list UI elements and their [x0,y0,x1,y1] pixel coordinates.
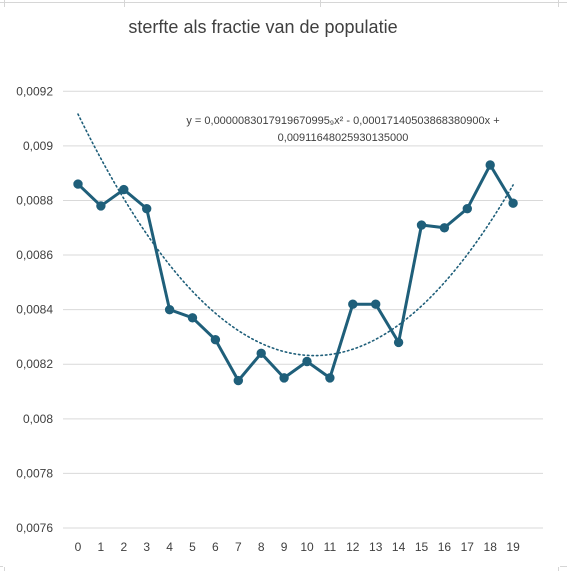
x-tick-label: 5 [189,540,196,554]
x-tick-label: 11 [324,540,337,554]
trendline-equation: 0,00911648025930135000 [278,132,409,144]
data-point [256,348,266,359]
y-tick-label: 0,008 [23,412,53,426]
x-tick-label: 1 [98,540,105,554]
x-tick-label: 13 [369,540,383,554]
data-point [348,299,358,309]
data-point [210,334,221,345]
x-tick-label: 2 [120,540,127,554]
data-point [508,198,518,208]
data-point [416,220,427,230]
x-tick-label: 0 [75,540,82,554]
y-tick-label: 0,0078 [16,466,53,480]
x-tick-label: 9 [281,540,288,554]
chart-plot: 0,0076 0,0078 0,008 0,0082 0,0084 0,0086 0,008… [16,84,543,554]
data-point [485,160,495,170]
trendline-equation: y = 0,0000083017919670995₉x² - 0,0001714… [186,115,499,127]
data-point [462,203,472,214]
data-point [371,299,381,309]
x-tick-label: 12 [346,540,360,554]
y-tick-label: 0,0076 [16,521,53,535]
y-tick-label: 0,0086 [16,248,53,262]
data-point [96,201,106,211]
x-tick-label: 18 [484,540,498,554]
chart-area[interactable]: sterfte als fractie van de populatie 0,0… [3,7,560,567]
data-point [119,184,129,195]
data-point [393,337,404,348]
data-point [302,356,312,367]
sheet-gridline [124,0,125,8]
series-line [76,163,515,383]
sheet-gridline [320,0,321,8]
x-tick-label: 8 [258,540,265,554]
trendline [77,113,514,357]
y-tick-label: 0,009 [23,139,53,153]
y-tick-label: 0,0092 [16,84,53,98]
chart-title: sterfte als fractie van de populatie [128,17,398,37]
x-tick-label: 15 [415,540,429,554]
data-point [164,304,175,315]
data-point [439,223,450,233]
y-tick-label: 0,0082 [16,357,53,371]
x-tick-label: 10 [300,540,314,554]
data-point [187,313,198,323]
y-tick-label: 0,0088 [16,193,53,207]
data-point [279,373,289,383]
data-point [325,373,335,383]
data-point [233,375,244,386]
x-tick-label: 4 [166,540,173,554]
x-tick-label: 7 [235,540,242,554]
x-tick-label: 16 [438,540,452,554]
x-tick-label: 19 [506,540,520,554]
x-tick-label: 14 [392,540,406,554]
sheet-gridline [0,2,567,3]
y-tick-label: 0,0084 [16,303,53,317]
x-tick-label: 3 [143,540,150,554]
data-point [73,179,83,189]
data-point [142,203,152,214]
x-tick-label: 17 [461,540,475,554]
x-tick-label: 6 [212,540,219,554]
